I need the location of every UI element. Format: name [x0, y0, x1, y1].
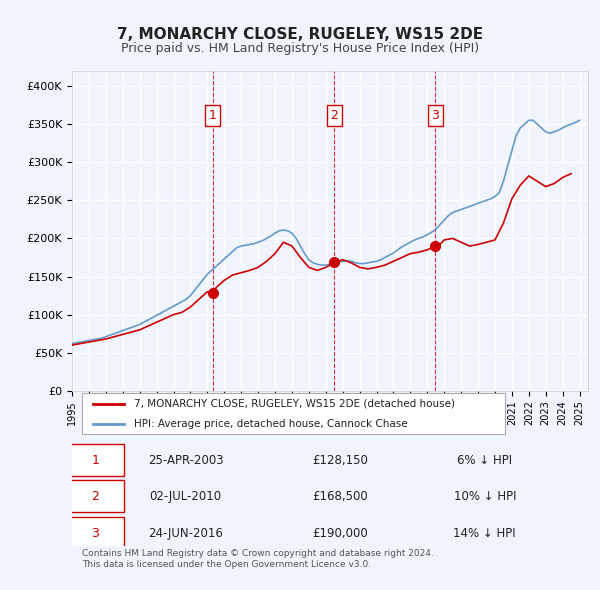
Text: 3: 3 [91, 526, 99, 539]
FancyBboxPatch shape [67, 480, 124, 512]
Text: 1: 1 [209, 109, 217, 122]
Text: £190,000: £190,000 [313, 526, 368, 539]
FancyBboxPatch shape [67, 517, 124, 548]
Text: HPI: Average price, detached house, Cannock Chase: HPI: Average price, detached house, Cann… [134, 419, 407, 429]
Text: 6% ↓ HPI: 6% ↓ HPI [457, 454, 512, 467]
Text: £168,500: £168,500 [313, 490, 368, 503]
Text: 7, MONARCHY CLOSE, RUGELEY, WS15 2DE: 7, MONARCHY CLOSE, RUGELEY, WS15 2DE [117, 27, 483, 41]
Text: 2: 2 [91, 490, 99, 503]
Text: 1: 1 [91, 454, 99, 467]
Text: 14% ↓ HPI: 14% ↓ HPI [454, 526, 516, 539]
Text: 2: 2 [330, 109, 338, 122]
Text: 25-APR-2003: 25-APR-2003 [148, 454, 223, 467]
Text: 24-JUN-2016: 24-JUN-2016 [148, 526, 223, 539]
Text: 7, MONARCHY CLOSE, RUGELEY, WS15 2DE (detached house): 7, MONARCHY CLOSE, RUGELEY, WS15 2DE (de… [134, 399, 455, 409]
Text: Contains HM Land Registry data © Crown copyright and database right 2024.
This d: Contains HM Land Registry data © Crown c… [82, 549, 434, 569]
Text: 02-JUL-2010: 02-JUL-2010 [149, 490, 221, 503]
Text: £128,150: £128,150 [313, 454, 368, 467]
Text: 3: 3 [431, 109, 439, 122]
FancyBboxPatch shape [82, 393, 505, 434]
Text: 10% ↓ HPI: 10% ↓ HPI [454, 490, 516, 503]
FancyBboxPatch shape [67, 444, 124, 476]
Text: Price paid vs. HM Land Registry's House Price Index (HPI): Price paid vs. HM Land Registry's House … [121, 42, 479, 55]
